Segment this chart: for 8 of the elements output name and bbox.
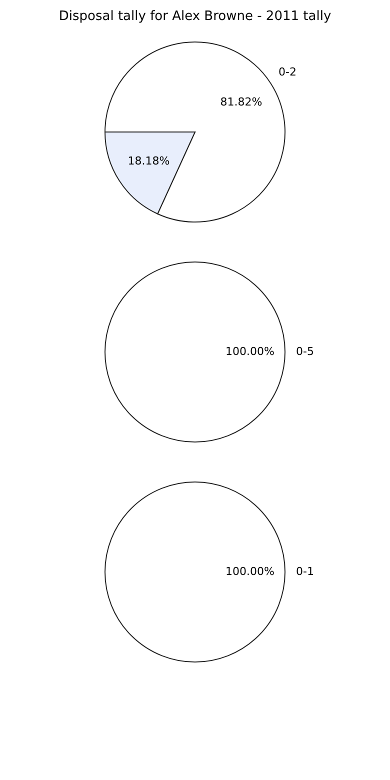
data-label: 18.18% xyxy=(128,154,170,168)
slice-label: 0-5 xyxy=(296,345,314,358)
data-label: 81.82% xyxy=(220,95,262,108)
slice-label: 0-2 xyxy=(278,66,297,79)
data-label: 100.00% xyxy=(226,565,274,578)
slice-label: 0-1 xyxy=(296,565,314,578)
chart-title: Disposal tally for Alex Browne - 2011 tally xyxy=(58,9,332,24)
data-label: 100.00% xyxy=(226,345,274,358)
